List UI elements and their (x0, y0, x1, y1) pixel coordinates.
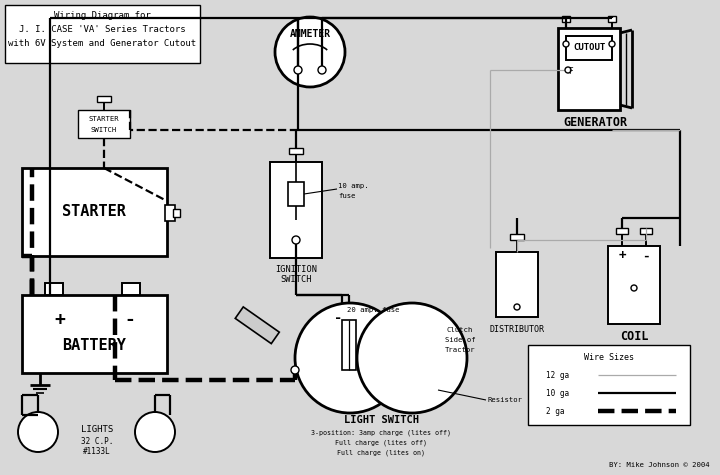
Text: J. I. CASE 'VA' Series Tractors: J. I. CASE 'VA' Series Tractors (19, 26, 185, 35)
Text: GENERATOR: GENERATOR (563, 115, 627, 129)
Text: IGNITION: IGNITION (275, 265, 317, 274)
Bar (288, 182, 304, 206)
Text: 10 ga: 10 ga (546, 389, 569, 398)
Circle shape (609, 41, 615, 47)
Circle shape (18, 412, 58, 452)
Bar (122, 283, 140, 295)
Bar (558, 28, 620, 110)
Text: F: F (567, 67, 572, 76)
Circle shape (565, 67, 571, 73)
Text: Full charge (lites off): Full charge (lites off) (335, 440, 427, 446)
Text: +: + (618, 249, 626, 263)
Text: #1133L: #1133L (83, 447, 111, 456)
Text: Tractor: Tractor (445, 347, 475, 353)
Text: Clutch: Clutch (447, 327, 473, 333)
Circle shape (563, 41, 569, 47)
Circle shape (294, 66, 302, 74)
Text: DISTRIBUTOR: DISTRIBUTOR (490, 325, 544, 334)
Text: 10 amp.: 10 amp. (338, 183, 369, 189)
Circle shape (291, 366, 299, 374)
Text: 2 ga: 2 ga (546, 407, 564, 416)
Circle shape (292, 236, 300, 244)
Text: BY: Mike Johnson © 2004: BY: Mike Johnson © 2004 (609, 462, 710, 468)
Text: Wire Sizes: Wire Sizes (584, 352, 634, 361)
Text: STARTER: STARTER (89, 116, 120, 122)
Circle shape (318, 66, 326, 74)
Bar (97, 96, 111, 102)
Text: with 6V System and Generator Cutout: with 6V System and Generator Cutout (8, 39, 196, 48)
Bar (45, 283, 63, 295)
Text: Side of: Side of (445, 337, 475, 343)
Text: LIGHT SWITCH: LIGHT SWITCH (343, 415, 418, 425)
Text: -: - (642, 249, 649, 263)
Bar (616, 228, 628, 234)
Text: 3-position: 3amp charge (lites off): 3-position: 3amp charge (lites off) (311, 430, 451, 436)
Text: -: - (334, 311, 342, 325)
Bar (289, 148, 303, 154)
Text: 12 ga: 12 ga (546, 370, 569, 380)
Bar (22, 295, 167, 373)
Circle shape (295, 303, 405, 413)
Bar (640, 228, 652, 234)
Bar (22, 168, 167, 256)
Text: CUTOUT: CUTOUT (573, 44, 605, 53)
Text: +: + (55, 311, 66, 329)
Text: Resistor: Resistor (488, 397, 523, 403)
Bar (235, 307, 279, 343)
Text: 32 C.P.: 32 C.P. (81, 437, 113, 446)
Text: SWITCH: SWITCH (280, 275, 312, 284)
Bar (608, 16, 616, 22)
Bar (562, 16, 570, 22)
Text: LIGHTS: LIGHTS (81, 426, 113, 435)
Text: fuse: fuse (338, 193, 356, 199)
Bar (78, 110, 130, 138)
Bar (496, 252, 538, 317)
Circle shape (135, 412, 175, 452)
Text: STARTER: STARTER (62, 205, 126, 219)
Text: Wiring Diagram for: Wiring Diagram for (53, 11, 150, 20)
Bar (5, 5, 200, 63)
Bar (510, 234, 524, 240)
Text: BATTERY: BATTERY (62, 338, 126, 352)
Bar (608, 246, 660, 324)
Bar (165, 205, 175, 221)
Text: SWITCH: SWITCH (91, 127, 117, 133)
Circle shape (357, 303, 467, 413)
Bar (566, 36, 612, 60)
Circle shape (631, 285, 637, 291)
Bar (528, 345, 690, 425)
Circle shape (514, 304, 520, 310)
Text: -: - (125, 311, 135, 329)
Text: Full charge (lites on): Full charge (lites on) (337, 450, 425, 456)
Bar (270, 162, 322, 258)
Bar (342, 320, 356, 370)
Text: AMMETER: AMMETER (289, 29, 330, 39)
Text: COIL: COIL (620, 330, 648, 342)
Bar (173, 209, 180, 217)
Circle shape (275, 17, 345, 87)
Text: 20 amp. fuse: 20 amp. fuse (347, 307, 400, 313)
